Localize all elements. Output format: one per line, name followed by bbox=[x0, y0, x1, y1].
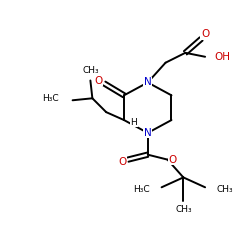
Text: O: O bbox=[168, 154, 176, 164]
Text: CH₃: CH₃ bbox=[217, 185, 234, 194]
Text: CH₃: CH₃ bbox=[175, 204, 192, 214]
Text: N: N bbox=[144, 78, 152, 88]
Text: O: O bbox=[201, 29, 209, 39]
Text: O: O bbox=[118, 156, 126, 166]
Text: N: N bbox=[144, 128, 152, 138]
Text: OH: OH bbox=[214, 52, 230, 62]
Text: H: H bbox=[130, 118, 137, 126]
Text: O: O bbox=[94, 76, 102, 86]
Text: CH₃: CH₃ bbox=[82, 66, 99, 75]
Text: H₃C: H₃C bbox=[133, 185, 150, 194]
Text: H₃C: H₃C bbox=[42, 94, 59, 103]
